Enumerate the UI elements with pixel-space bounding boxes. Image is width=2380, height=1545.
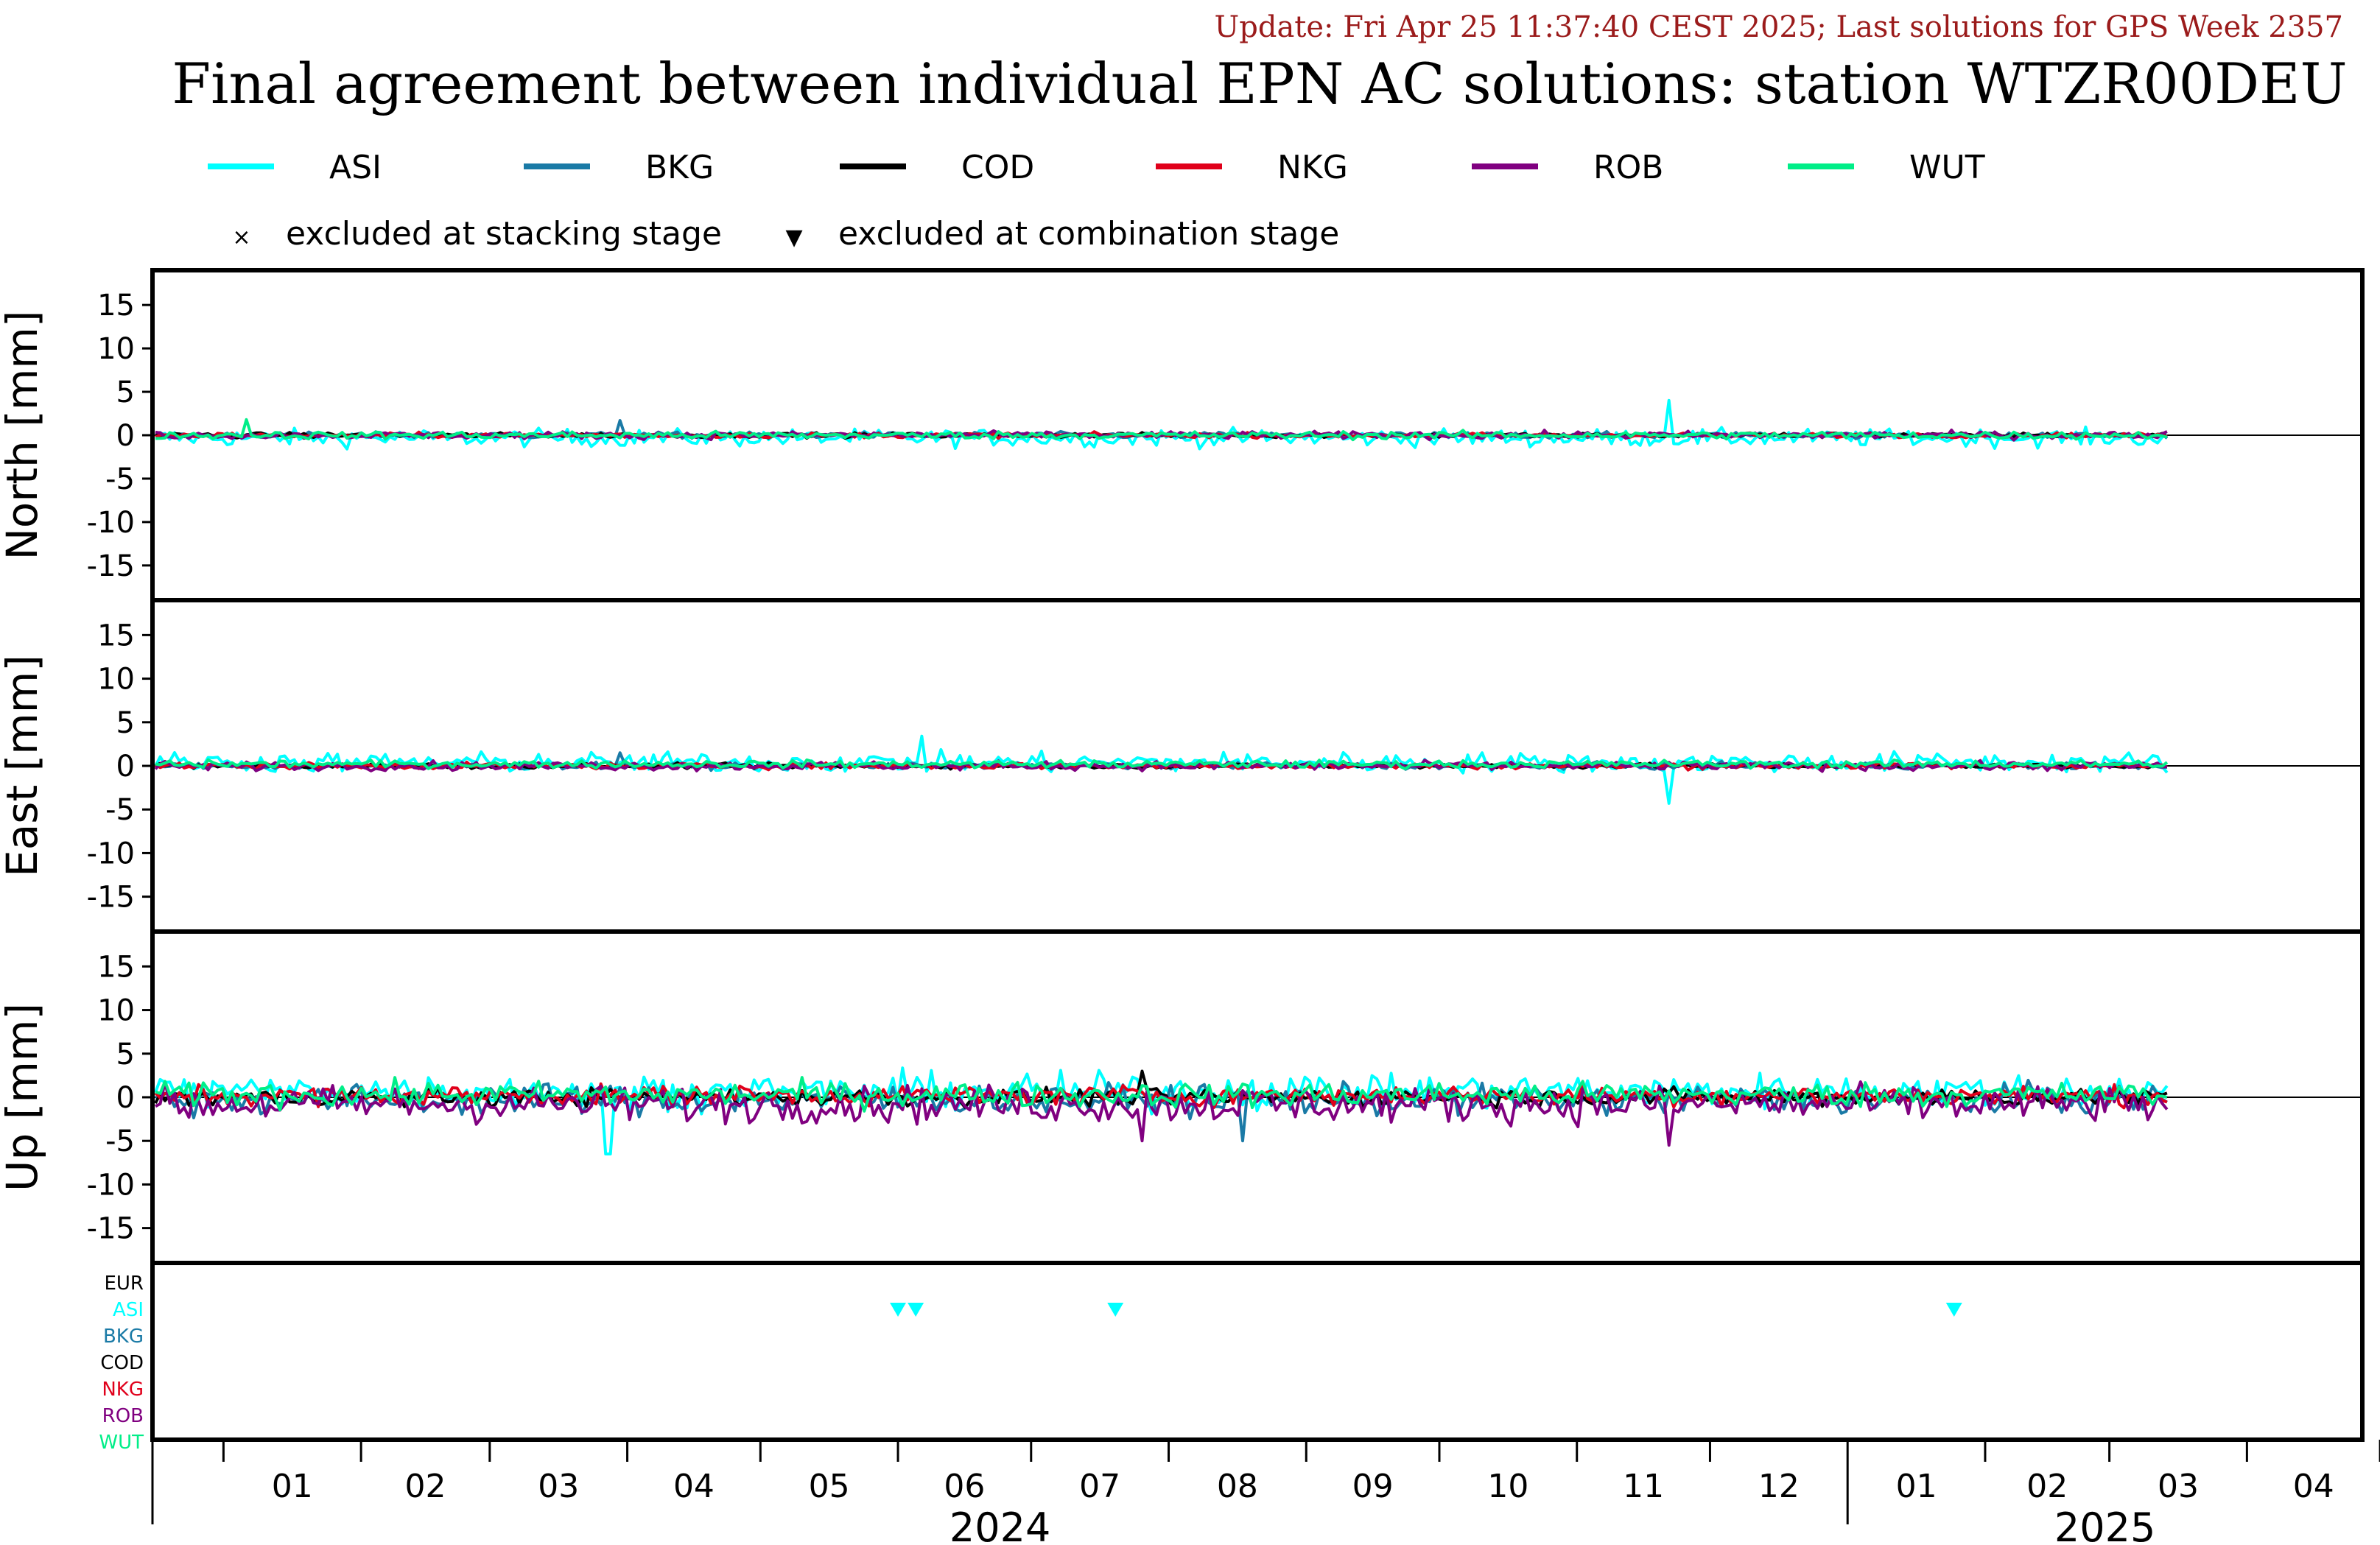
legend-item-bkg: BKG: [524, 149, 714, 186]
y-tick-label: -5: [105, 1125, 135, 1158]
y-tick-label: -15: [87, 881, 135, 915]
y-tick-label: 10: [97, 994, 135, 1028]
series-line-wut: [155, 418, 2168, 442]
month-label: 07: [1079, 1468, 1120, 1505]
legend-marker-item: ▼ excluded at combination stage: [785, 215, 1339, 253]
exclusion-row-label: ASI: [113, 1299, 144, 1321]
y-tick-label: -5: [105, 462, 135, 496]
legend-label: ROB: [1593, 149, 1663, 186]
month-label: 03: [538, 1468, 579, 1505]
series-line-wut: [155, 1076, 2168, 1113]
legend-label: COD: [961, 149, 1034, 186]
legend-item-nkg: NKG: [1156, 149, 1348, 186]
y-tick-label: 5: [116, 376, 135, 409]
panel-frame: [150, 1261, 2365, 1442]
month-label: 08: [1217, 1468, 1258, 1505]
y-tick-label: -10: [87, 837, 135, 870]
legend-marker-item: × excluded at stacking stage: [232, 215, 722, 253]
excluded-marker-icon: [1107, 1303, 1124, 1317]
y-tick-label: -15: [87, 1212, 135, 1246]
y-tick-label: 10: [97, 332, 135, 366]
month-label: 06: [944, 1468, 985, 1505]
y-tick-label: 0: [116, 419, 135, 453]
y-tick-label: 15: [97, 950, 135, 984]
month-label: 01: [1896, 1468, 1937, 1505]
y-tick-label: 0: [116, 750, 135, 784]
month-label: 02: [404, 1468, 446, 1505]
legend-item-rob: ROB: [1472, 149, 1663, 186]
month-label: 11: [1623, 1468, 1664, 1505]
exclusion-row-label: ROB: [102, 1405, 144, 1427]
plot-panels: 15 10 5 0 -5 -10 -15 North [mm] 15 10 5 0 -5 -10 -15 Ea…: [0, 268, 2365, 1454]
exclusion-row-label: COD: [100, 1352, 144, 1374]
legend-item-cod: COD: [840, 149, 1034, 186]
month-label: 04: [2293, 1468, 2334, 1505]
y-tick-label: -5: [105, 793, 135, 827]
year-label: 2024: [949, 1504, 1050, 1545]
month-label: 01: [272, 1468, 313, 1505]
series-line-asi: [154, 1066, 2169, 1155]
month-label: 04: [673, 1468, 715, 1505]
month-label: 03: [2158, 1468, 2199, 1505]
month-label: 12: [1758, 1468, 1800, 1505]
y-tick-label: -10: [87, 506, 135, 540]
y-tick-label: -15: [87, 549, 135, 583]
legend-item-asi: ASI: [208, 149, 382, 186]
y-tick-label: -10: [87, 1168, 135, 1202]
month-label: 09: [1352, 1468, 1394, 1505]
legend-label: ASI: [329, 149, 382, 186]
series-line-wut: [155, 758, 2169, 771]
month-label: 02: [2026, 1468, 2068, 1505]
y-tick-label: 5: [116, 1038, 135, 1071]
legend-item-wut: WUT: [1788, 149, 1985, 186]
exclusion-row-label: BKG: [103, 1326, 144, 1348]
x-axis: 01 02 03 04 05 06 07 08 09 10 11 12 01 02 03 04 2024 2025: [151, 1440, 2380, 1545]
y-tick-label: 10: [97, 663, 135, 697]
legend-label: NKG: [1277, 149, 1348, 186]
legend-marker-label: excluded at combination stage: [838, 215, 1339, 253]
cross-marker-icon: ×: [232, 225, 250, 250]
excluded-marker-icon: [890, 1303, 907, 1317]
legend-marker-label: excluded at stacking stage: [286, 215, 722, 253]
legend-label: WUT: [1909, 149, 1985, 186]
month-label: 05: [809, 1468, 850, 1505]
triangle-marker-icon: ▼: [785, 225, 802, 250]
panel-east: 15 10 5 0 -5 -10 -15 East [mm]: [0, 598, 2365, 934]
exclusion-row-label: EUR: [104, 1273, 144, 1295]
chart-title: Final agreement between individual EPN A…: [172, 51, 2347, 116]
panel-north: 15 10 5 0 -5 -10 -15 North [mm]: [0, 268, 2365, 602]
excluded-marker-icon: [1945, 1303, 1962, 1317]
y-axis-label: East [mm]: [0, 655, 47, 877]
exclusion-row-label: WUT: [99, 1432, 144, 1454]
y-axis-label: North [mm]: [0, 311, 47, 560]
exclusion-panel: EUR ASI BKG COD NKG ROB WUT: [99, 1261, 2365, 1454]
y-tick-label: 15: [97, 289, 135, 323]
year-label: 2025: [2054, 1504, 2155, 1545]
month-label: 10: [1487, 1468, 1528, 1505]
y-axis-label: Up [mm]: [0, 1003, 47, 1192]
legend: ASI BKG COD NKG ROB WUT × excluded at stacking …: [208, 149, 1985, 253]
y-tick-label: 5: [116, 706, 135, 740]
legend-label: BKG: [645, 149, 714, 186]
series-line-rob: [155, 1080, 2169, 1147]
exclusion-row-label: NKG: [102, 1379, 144, 1401]
update-text: Update: Fri Apr 25 11:37:40 CEST 2025; L…: [1215, 10, 2343, 44]
y-tick-label: 15: [97, 619, 135, 652]
series-line-asi: [155, 398, 2168, 451]
excluded-marker-icon: [908, 1303, 924, 1317]
panel-up: 15 10 5 0 -5 -10 -15 Up [mm]: [0, 929, 2365, 1265]
y-tick-label: 0: [116, 1081, 135, 1115]
